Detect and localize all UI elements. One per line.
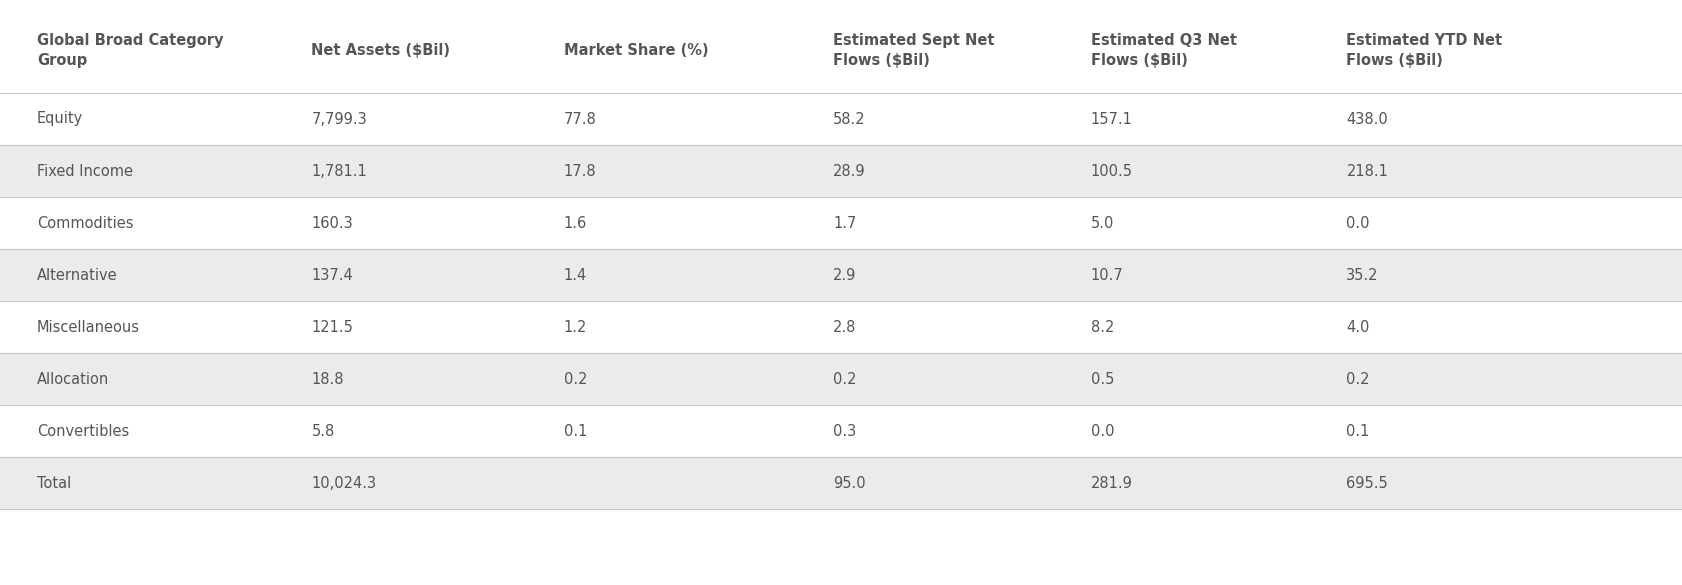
Bar [0,145,1682,197]
Text: 5.0: 5.0 [1090,215,1113,230]
Bar [0,353,1682,405]
Text: 1.2: 1.2 [563,319,587,335]
Text: 1,781.1: 1,781.1 [311,163,367,178]
Text: Miscellaneous: Miscellaneous [37,319,140,335]
Text: 218.1: 218.1 [1346,163,1388,178]
Text: Alternative: Alternative [37,267,118,283]
Text: Total: Total [37,476,71,490]
Text: 281.9: 281.9 [1090,476,1132,490]
Text: 160.3: 160.3 [311,215,353,230]
Bar [0,457,1682,509]
Text: 8.2: 8.2 [1090,319,1113,335]
Text: 1.4: 1.4 [563,267,587,283]
Bar [0,197,1682,249]
Text: 438.0: 438.0 [1346,112,1388,126]
Bar [0,249,1682,301]
Text: Market Share (%): Market Share (%) [563,43,708,58]
Text: 121.5: 121.5 [311,319,353,335]
Text: 18.8: 18.8 [311,371,343,387]
Text: 0.2: 0.2 [563,371,587,387]
Text: 0.2: 0.2 [1346,371,1369,387]
Text: 7,799.3: 7,799.3 [311,112,367,126]
Text: 58.2: 58.2 [833,112,865,126]
Text: 1.6: 1.6 [563,215,587,230]
Text: Commodities: Commodities [37,215,133,230]
Text: 5.8: 5.8 [311,424,335,439]
Text: 0.2: 0.2 [833,371,856,387]
Text: 4.0: 4.0 [1346,319,1369,335]
Text: 695.5: 695.5 [1346,476,1388,490]
Text: Allocation: Allocation [37,371,109,387]
Text: 0.0: 0.0 [1090,424,1113,439]
Text: 2.9: 2.9 [833,267,856,283]
Text: 100.5: 100.5 [1090,163,1132,178]
Text: 10.7: 10.7 [1090,267,1122,283]
Text: 0.1: 0.1 [563,424,587,439]
Text: Estimated Sept Net
Flows ($Bil): Estimated Sept Net Flows ($Bil) [833,33,994,68]
Text: 0.1: 0.1 [1346,424,1369,439]
Text: Estimated Q3 Net
Flows ($Bil): Estimated Q3 Net Flows ($Bil) [1090,33,1236,68]
Bar [0,405,1682,457]
Text: Fixed Income: Fixed Income [37,163,133,178]
Text: 0.3: 0.3 [833,424,856,439]
Text: 137.4: 137.4 [311,267,353,283]
Text: Net Assets ($Bil): Net Assets ($Bil) [311,43,451,58]
Text: 1.7: 1.7 [833,215,856,230]
Text: 95.0: 95.0 [833,476,865,490]
Bar [0,8,1682,93]
Text: 2.8: 2.8 [833,319,856,335]
Text: 77.8: 77.8 [563,112,595,126]
Text: 0.0: 0.0 [1346,215,1369,230]
Text: 28.9: 28.9 [833,163,865,178]
Text: Global Broad Category
Group: Global Broad Category Group [37,33,224,68]
Text: Convertibles: Convertibles [37,424,130,439]
Text: 0.5: 0.5 [1090,371,1113,387]
Bar [0,301,1682,353]
Text: 157.1: 157.1 [1090,112,1132,126]
Text: Equity: Equity [37,112,82,126]
Text: 10,024.3: 10,024.3 [311,476,377,490]
Bar [0,93,1682,145]
Text: 17.8: 17.8 [563,163,595,178]
Text: Estimated YTD Net
Flows ($Bil): Estimated YTD Net Flows ($Bil) [1346,33,1502,68]
Text: 35.2: 35.2 [1346,267,1378,283]
